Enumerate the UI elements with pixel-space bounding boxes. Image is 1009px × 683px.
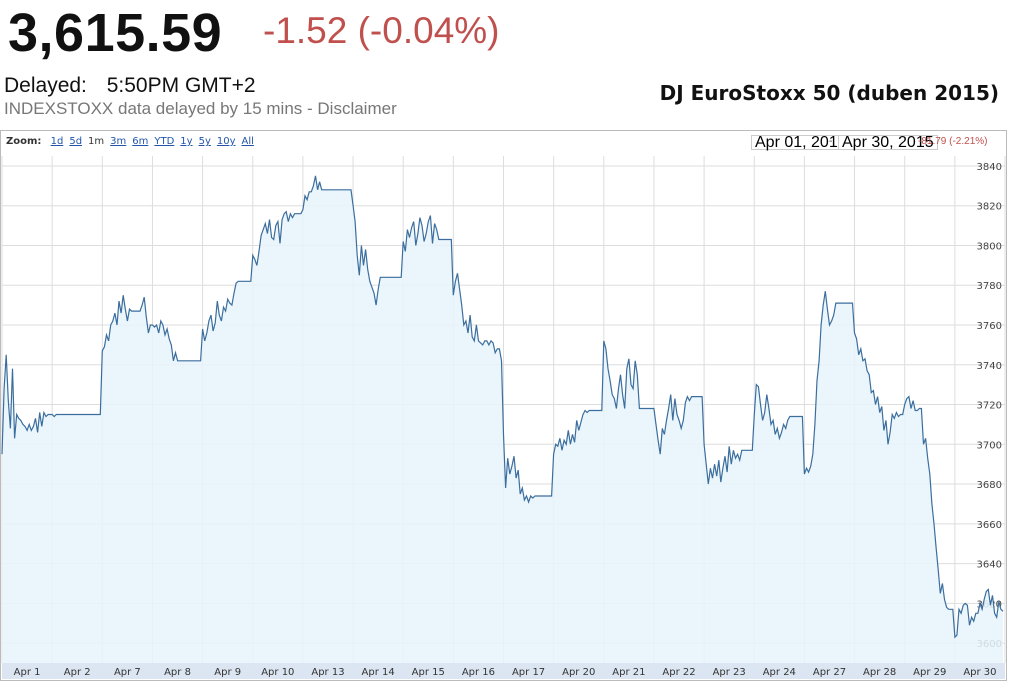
x-tick-label: Apr 24 bbox=[763, 667, 796, 678]
range-from-field[interactable]: Apr 01, 2015 bbox=[751, 135, 851, 151]
delay-info: Delayed: 5:50PM GMT+2 bbox=[4, 74, 270, 98]
zoom-option-5d[interactable]: 5d bbox=[69, 136, 83, 147]
disclaimer-link[interactable]: INDEXSTOXX data delayed by 15 mins - Dis… bbox=[4, 99, 397, 118]
y-tick-label: 3800 bbox=[977, 241, 1002, 252]
delayed-time: 5:50PM GMT+2 bbox=[106, 74, 256, 97]
y-tick-label: 3700 bbox=[977, 440, 1002, 451]
x-tick-label: Apr 13 bbox=[311, 667, 344, 678]
x-tick-label: Apr 15 bbox=[412, 667, 445, 678]
x-tick-label: Apr 20 bbox=[562, 667, 595, 678]
x-tick-label: Apr 16 bbox=[462, 667, 495, 678]
x-tick-label: Apr 28 bbox=[863, 667, 896, 678]
x-tick-label: Apr 29 bbox=[913, 667, 946, 678]
delayed-label: Delayed: bbox=[4, 74, 87, 97]
zoom-bar: Zoom: 1d 5d 1m 3m 6m YTD 1y 5y 10y All bbox=[6, 136, 260, 147]
zoom-option-5y[interactable]: 5y bbox=[198, 136, 211, 147]
x-tick-label: Apr 22 bbox=[662, 667, 695, 678]
zoom-option-1d[interactable]: 1d bbox=[50, 136, 64, 147]
zoom-option-10y[interactable]: 10y bbox=[216, 136, 236, 147]
x-axis-band bbox=[2, 663, 1005, 679]
x-tick-label: Apr 7 bbox=[114, 667, 141, 678]
y-tick-label: 3760 bbox=[977, 321, 1002, 332]
y-tick-label: 3680 bbox=[977, 480, 1002, 491]
zoom-option-1m[interactable]: 1m bbox=[88, 136, 105, 147]
x-tick-label: Apr 21 bbox=[612, 667, 645, 678]
x-tick-label: Apr 9 bbox=[214, 667, 241, 678]
x-tick-label: Apr 10 bbox=[261, 667, 294, 678]
zoom-option-1y[interactable]: 1y bbox=[180, 136, 193, 147]
chart-frame bbox=[0, 130, 1007, 681]
x-tick-label: Apr 14 bbox=[362, 667, 395, 678]
x-tick-label: Apr 17 bbox=[512, 667, 545, 678]
y-tick-label: 3660 bbox=[977, 520, 1002, 531]
range-change: -81.79 (-2.21%) bbox=[918, 136, 988, 147]
zoom-option-3m[interactable]: 3m bbox=[110, 136, 127, 147]
x-tick-label: Apr 8 bbox=[164, 667, 191, 678]
x-tick-label: Apr 23 bbox=[713, 667, 746, 678]
chart-title: DJ EuroStoxx 50 (duben 2015) bbox=[659, 81, 999, 105]
y-tick-label: 3840 bbox=[977, 162, 1002, 173]
zoom-label: Zoom: bbox=[6, 136, 42, 147]
y-tick-label: 3780 bbox=[977, 281, 1002, 292]
zoom-option-ytd[interactable]: YTD bbox=[154, 136, 175, 147]
x-tick-label: Apr 2 bbox=[64, 667, 91, 678]
y-tick-label: 3720 bbox=[977, 401, 1002, 412]
y-tick-label: 3640 bbox=[977, 560, 1002, 571]
range-to-field[interactable]: Apr 30, 2015 bbox=[838, 135, 938, 151]
zoom-option-all[interactable]: All bbox=[241, 136, 254, 147]
series-line bbox=[1, 175, 1004, 639]
y-tick-label: 3740 bbox=[977, 361, 1002, 372]
last-price: 3,615.59 bbox=[8, 3, 223, 63]
zoom-option-6m[interactable]: 6m bbox=[132, 136, 149, 147]
x-tick-label: Apr 27 bbox=[813, 667, 846, 678]
range-separator: - bbox=[829, 136, 833, 147]
price-change: -1.52 (-0.04%) bbox=[263, 10, 500, 51]
y-tick-label: 3820 bbox=[977, 202, 1002, 213]
x-tick-label: Apr 1 bbox=[14, 667, 41, 678]
x-tick-label: Apr 30 bbox=[963, 667, 996, 678]
